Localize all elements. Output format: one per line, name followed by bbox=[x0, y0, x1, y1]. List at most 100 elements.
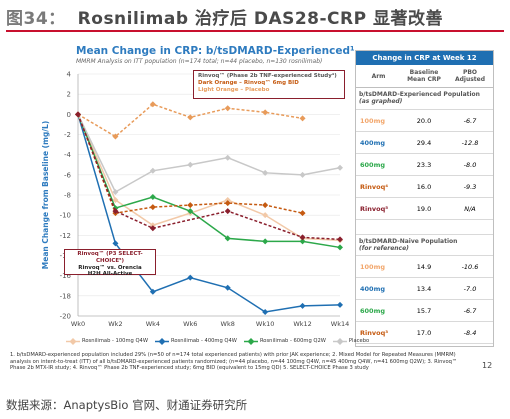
data-point bbox=[337, 164, 343, 171]
x-tick-label: Wk10 bbox=[256, 320, 274, 328]
title-rule bbox=[6, 30, 504, 32]
y-tick-label: -4 bbox=[64, 151, 72, 159]
data-point bbox=[262, 202, 269, 209]
data-point bbox=[149, 288, 156, 295]
data-point bbox=[187, 202, 194, 209]
table-row: 600mg 15.7 -6.7 bbox=[356, 300, 493, 322]
y-tick-label: -18 bbox=[60, 292, 71, 300]
y-tick-label: -20 bbox=[60, 313, 71, 321]
data-point bbox=[187, 161, 194, 168]
pbo-adjusted-cell: -6.7 bbox=[463, 116, 477, 125]
data-point bbox=[224, 197, 231, 204]
data-point bbox=[299, 171, 306, 178]
baseline-cell: 29.4 bbox=[416, 138, 432, 147]
legend-swatch bbox=[66, 337, 80, 345]
data-point bbox=[337, 301, 343, 308]
data-point bbox=[149, 222, 156, 229]
series-line bbox=[77, 114, 341, 242]
callout-bottom-line2: Rinvoq™ vs. Orencia bbox=[78, 264, 142, 271]
y-tick-label: -12 bbox=[60, 232, 71, 240]
y-tick-label: -10 bbox=[60, 212, 71, 220]
data-point bbox=[224, 284, 231, 291]
x-tick-label: Wk12 bbox=[293, 320, 311, 328]
data-point bbox=[149, 101, 156, 108]
data-point bbox=[262, 169, 269, 176]
y-tick-label: -16 bbox=[60, 272, 72, 280]
arm-cell: 400mg bbox=[360, 138, 385, 147]
data-point bbox=[112, 240, 119, 247]
baseline-cell: 20.0 bbox=[416, 116, 432, 125]
pbo-adjusted-cell: -9.3 bbox=[463, 182, 477, 191]
section-naive-title: b/tsDMARD-Naive Population bbox=[359, 238, 458, 245]
col-baseline: Baseline Mean CRP bbox=[407, 69, 441, 83]
legend-item: Rosnilimab - 400mg Q4W bbox=[154, 337, 237, 345]
slide: 420-2-4-6-8-10-12-14-16-18-20Wk0Wk2Wk4Wk… bbox=[8, 38, 502, 384]
section-naive-note: (for reference) bbox=[359, 245, 409, 252]
legend-label: Rosnilimab - 100mg Q4W bbox=[82, 338, 148, 344]
y-tick-label: -8 bbox=[64, 192, 71, 200]
data-point bbox=[112, 208, 119, 215]
col-arm: Arm bbox=[371, 72, 386, 80]
data-point bbox=[262, 109, 269, 116]
data-point bbox=[112, 197, 119, 204]
table-row: 400mg 29.4 -12.8 bbox=[356, 132, 493, 154]
data-point bbox=[75, 111, 81, 118]
baseline-cell: 15.7 bbox=[416, 306, 432, 315]
table-row: 600mg 23.3 -8.0 bbox=[356, 154, 493, 176]
col-pbo-adjusted: PBO Adjusted bbox=[454, 69, 486, 83]
data-point bbox=[299, 234, 306, 241]
data-point bbox=[187, 208, 194, 215]
arm-cell: 100mg bbox=[360, 116, 385, 125]
arm-cell: Rinvoq⁵ bbox=[360, 204, 389, 213]
table-row: 100mg 14.9 -10.6 bbox=[356, 256, 493, 278]
arm-cell: 100mg bbox=[360, 262, 385, 271]
data-point bbox=[224, 105, 231, 112]
data-source: 数据来源：AnaptysBio 官网、财通证券研究所 bbox=[6, 398, 248, 412]
legend-label: Rosnilimab - 400mg Q4W bbox=[170, 338, 237, 344]
pbo-adjusted-cell: N/A bbox=[464, 204, 476, 213]
series-line bbox=[77, 114, 341, 249]
baseline-cell: 16.0 bbox=[416, 182, 432, 191]
figure-number: 图34： bbox=[6, 9, 66, 29]
data-point bbox=[299, 210, 306, 217]
data-point bbox=[149, 204, 156, 211]
pbo-adjusted-cell: -10.6 bbox=[461, 262, 479, 271]
crp-change-table: Change in CRP at Week 12 Arm Baseline Me… bbox=[355, 50, 494, 347]
table-row: Rinvoq⁴ 16.0 -9.3 bbox=[356, 176, 493, 198]
data-point bbox=[187, 274, 194, 281]
data-point bbox=[187, 114, 194, 121]
section-experienced-note: (as graphed) bbox=[359, 98, 403, 105]
chart-title: Mean Change in CRP: b/tsDMARD-Experience… bbox=[76, 45, 355, 57]
data-point bbox=[299, 302, 306, 309]
x-tick-label: Wk14 bbox=[331, 320, 349, 328]
series-line bbox=[77, 114, 341, 241]
chart-subtitle: MMRM Analysis on ITT population (n=174 t… bbox=[76, 58, 323, 65]
callout-top-line3: Light Orange – Placebo bbox=[198, 86, 270, 93]
data-point bbox=[224, 208, 231, 215]
pbo-adjusted-cell: -8.4 bbox=[463, 328, 477, 337]
figure-title-text: Rosnilimab 治疗后 DAS28-CRP 显著改善 bbox=[77, 9, 444, 29]
baseline-cell: 17.0 bbox=[416, 328, 432, 337]
table-row: Rinvoq³ 17.0 -8.4 bbox=[356, 322, 493, 344]
callout-bottom-line3: H2H All-Active bbox=[87, 271, 133, 278]
series-line bbox=[77, 103, 303, 138]
rinvoq-select-choice-callout: Rinvoq™ (P3 SELECT-CHOICE⁵) Rinvoq™ vs. … bbox=[64, 249, 156, 278]
y-tick-label: 4 bbox=[67, 71, 72, 79]
legend-item: Rosnilimab - 600mg Q2W bbox=[243, 337, 326, 345]
table-row: 400mg 13.4 -7.0 bbox=[356, 278, 493, 300]
table-row: 100mg 20.0 -6.7 bbox=[356, 110, 493, 132]
data-point bbox=[149, 194, 156, 201]
data-point bbox=[262, 212, 269, 219]
arm-cell: 600mg bbox=[360, 306, 385, 315]
data-point bbox=[299, 238, 306, 245]
pbo-adjusted-cell: -12.8 bbox=[461, 138, 479, 147]
section-experienced: b/tsDMARD-Experienced Population (as gra… bbox=[356, 88, 493, 110]
line-chart: 420-2-4-6-8-10-12-14-16-18-20Wk0Wk2Wk4Wk… bbox=[41, 71, 349, 329]
arm-cell: Rinvoq³ bbox=[360, 328, 389, 337]
table-gap bbox=[356, 220, 493, 234]
x-tick-label: Wk0 bbox=[71, 320, 85, 328]
legend-swatch bbox=[154, 337, 169, 345]
baseline-cell: 23.3 bbox=[416, 160, 432, 169]
pbo-adjusted-cell: -6.7 bbox=[463, 306, 477, 315]
data-point bbox=[149, 225, 156, 232]
